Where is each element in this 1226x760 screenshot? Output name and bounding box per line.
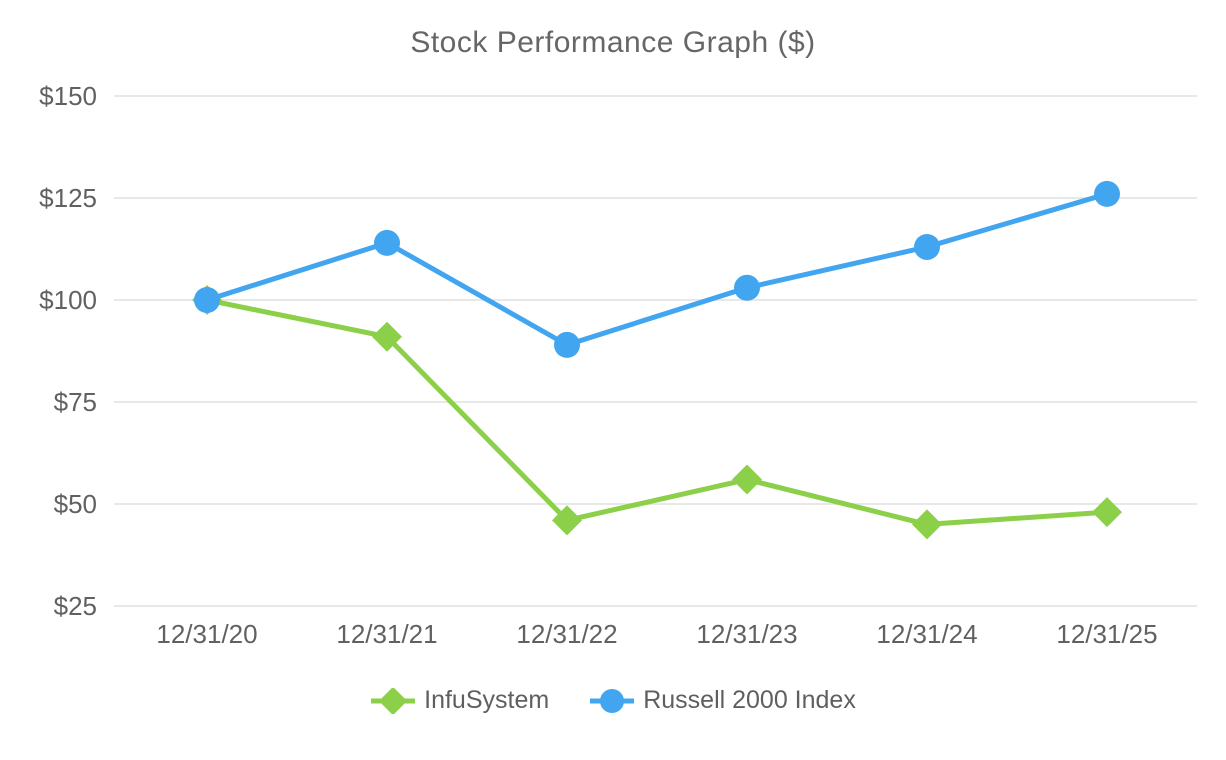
data-point-russell-2000-index — [374, 229, 400, 256]
russell-circle-legend-marker-icon — [590, 688, 635, 713]
data-point-russell-2000-index — [194, 287, 220, 313]
infusystem-diamond-legend-marker-icon — [371, 687, 416, 714]
data-point-russell-2000-index — [1094, 180, 1120, 207]
x-tick-label: 12/31/25 — [1056, 619, 1157, 649]
legend-item-infusystem: InfuSystem — [370, 686, 549, 715]
y-tick-label: $25 — [54, 591, 97, 621]
legend-item-russell-2000-index: Russell 2000 Index — [589, 686, 856, 715]
y-tick-label: $100 — [39, 285, 97, 315]
y-tick-label: $50 — [54, 489, 97, 519]
legend-label-russell-2000-index: Russell 2000 Index — [643, 686, 856, 714]
data-point-infusystem — [552, 505, 582, 536]
data-point-russell-2000-index — [914, 233, 940, 260]
x-tick-label: 12/31/23 — [696, 619, 797, 649]
x-tick-label: 12/31/22 — [516, 619, 617, 649]
x-tick-label: 12/31/21 — [336, 619, 437, 649]
chart-title: Stock Performance Graph ($) — [410, 26, 816, 59]
circle-marker-icon — [600, 688, 625, 713]
chart-legend: InfuSystem Russell 2000 Index — [0, 686, 1226, 715]
series-line-russell-2000-index — [204, 191, 1110, 348]
y-tick-label: $125 — [39, 183, 97, 213]
data-point-infusystem — [912, 509, 942, 540]
x-tick-label: 12/31/24 — [876, 619, 977, 649]
data-point-infusystem — [372, 321, 402, 352]
data-point-russell-2000-index — [554, 331, 580, 358]
x-tick-label: 12/31/20 — [156, 619, 257, 649]
diamond-marker-icon — [378, 687, 408, 714]
y-tick-label: $75 — [54, 387, 97, 417]
data-point-russell-2000-index — [734, 274, 760, 301]
plot-area: $150 $125 $100 $75 $50 $25 12/31/20 12/31/21 12/… — [39, 81, 1197, 649]
data-point-infusystem — [732, 464, 762, 495]
series-line-infusystem — [204, 297, 1110, 527]
legend-label-infusystem: InfuSystem — [424, 686, 550, 714]
data-point-infusystem — [1092, 497, 1122, 528]
y-tick-label: $150 — [39, 81, 97, 111]
